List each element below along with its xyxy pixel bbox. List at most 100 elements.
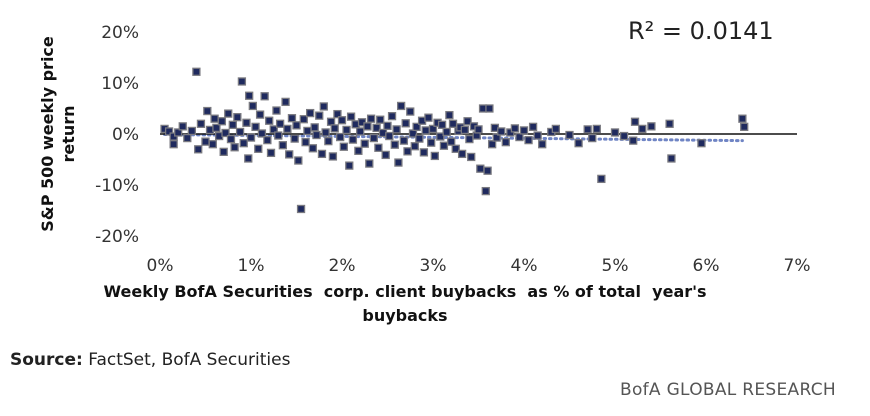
data-point	[528, 122, 538, 132]
data-point	[467, 152, 476, 162]
data-point	[169, 140, 178, 149]
data-point	[492, 133, 501, 142]
data-point	[551, 124, 560, 134]
data-point	[263, 135, 272, 145]
data-point	[401, 119, 410, 128]
source-note: Source: FactSet, BofA Securities	[10, 350, 290, 370]
x-tick-labels: 0% 1% 2% 3% 4% 5% 6% 7%	[147, 256, 811, 276]
data-point	[317, 149, 327, 159]
data-point	[738, 114, 747, 123]
data-point	[403, 147, 412, 156]
data-point	[244, 154, 253, 163]
data-point	[392, 125, 401, 134]
data-point	[221, 128, 230, 138]
source-text: FactSet, BofA Securities	[88, 350, 291, 370]
data-point	[510, 124, 520, 133]
data-point	[667, 154, 676, 163]
data-point	[269, 125, 278, 134]
data-point	[629, 136, 638, 145]
data-point	[310, 123, 319, 132]
data-point	[597, 174, 606, 184]
data-point	[217, 117, 227, 126]
data-point	[363, 122, 372, 131]
data-point	[610, 128, 620, 137]
data-point	[336, 132, 345, 142]
data-point	[251, 122, 260, 132]
data-point	[481, 186, 490, 196]
x-axis-title-line2: buybacks	[362, 306, 447, 325]
data-point	[410, 142, 419, 151]
data-point	[333, 109, 342, 119]
data-point	[210, 114, 219, 123]
data-point	[465, 134, 474, 144]
data-point	[415, 134, 424, 143]
x-tick-label: 5%	[602, 256, 629, 276]
data-point	[430, 151, 439, 161]
y-tick-label: 10%	[101, 74, 139, 94]
data-point	[342, 125, 351, 135]
data-point	[369, 133, 379, 143]
data-point	[275, 119, 285, 128]
data-point	[303, 126, 312, 136]
y-tick-label: -10%	[95, 176, 139, 196]
data-point	[312, 130, 321, 140]
data-point	[387, 112, 397, 121]
y-tick-label: 0%	[112, 125, 139, 145]
data-point	[406, 107, 415, 116]
data-point	[283, 124, 292, 134]
data-point	[345, 161, 354, 170]
data-point	[305, 108, 315, 118]
data-point	[235, 127, 245, 137]
data-point	[412, 122, 421, 132]
data-point	[428, 124, 438, 134]
data-point	[647, 122, 656, 131]
data-point	[501, 138, 510, 147]
data-point	[439, 141, 449, 150]
data-point	[239, 139, 248, 148]
data-point	[483, 166, 492, 175]
scatter-chart: 20% 10% 0% -10% -20% 0% 1% 2% 3% 4% 5% 6% 7% R² = 0…	[38, 17, 811, 325]
data-point	[233, 113, 242, 122]
source-label: Source:	[10, 350, 83, 370]
data-point	[442, 127, 451, 137]
data-point	[419, 148, 429, 157]
y-axis-title-line1: S&P 500 weekly price	[38, 36, 57, 232]
data-point	[396, 101, 406, 111]
data-point	[274, 131, 283, 140]
data-point	[376, 115, 385, 124]
data-point	[246, 133, 256, 142]
data-point	[254, 144, 263, 153]
data-point	[565, 130, 574, 140]
data-point	[308, 144, 318, 153]
data-point	[447, 137, 456, 146]
data-point	[248, 101, 257, 111]
data-point	[445, 110, 454, 120]
data-point	[296, 204, 306, 214]
data-point	[485, 104, 494, 113]
data-point	[178, 122, 187, 131]
data-point	[301, 138, 310, 147]
data-point	[266, 148, 276, 158]
data-point	[356, 127, 365, 136]
data-point	[421, 126, 430, 135]
data-point	[583, 125, 592, 134]
data-point	[255, 110, 265, 119]
data-point	[192, 67, 201, 76]
data-point	[285, 150, 294, 159]
data-point	[638, 124, 647, 134]
data-point	[164, 127, 174, 136]
data-point	[299, 115, 308, 124]
data-point	[315, 111, 324, 120]
data-point	[196, 119, 206, 128]
data-point	[287, 114, 297, 123]
data-point	[219, 147, 228, 157]
data-point	[619, 131, 629, 141]
data-point	[497, 127, 506, 136]
data-point	[194, 145, 203, 154]
data-point	[574, 139, 583, 148]
data-point	[230, 143, 239, 152]
data-point	[348, 135, 358, 144]
data-point	[324, 136, 333, 146]
data-point	[394, 158, 403, 167]
data-point	[436, 132, 445, 141]
